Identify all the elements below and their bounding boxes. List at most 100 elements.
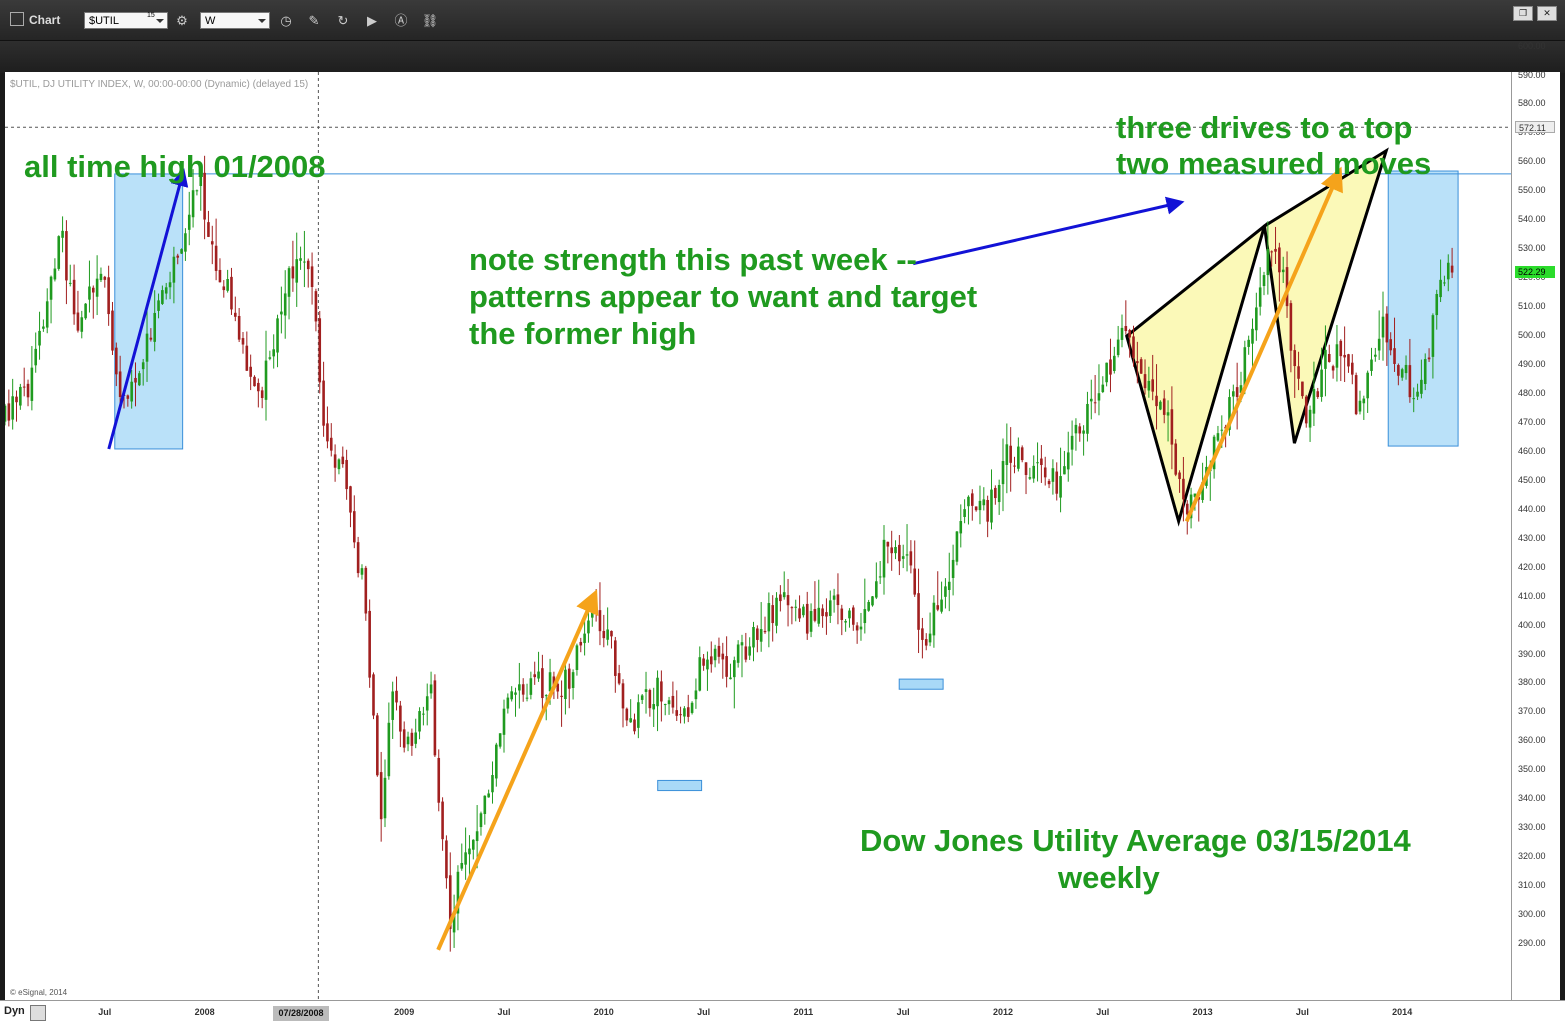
candle-body [45,301,49,328]
candle-body [49,276,53,300]
candle-body [1063,466,1066,475]
annotation-strength-line2: patterns appear to want and target [469,279,978,314]
candle-body [1450,265,1454,273]
candle-body [982,499,986,506]
candle-body [598,610,602,632]
candle-body [1281,269,1285,273]
candle-body [986,499,989,522]
chart-plot-area[interactable]: $UTIL, DJ UTILITY INDEX, W, 00:00-00:00 … [5,72,1511,1000]
candle-body [828,600,832,616]
candle-body [1247,339,1250,347]
candle-body [1366,372,1369,399]
symbol-input[interactable]: $UTIL 15 [84,12,168,29]
candle-body [1020,447,1024,461]
candle-body [314,291,318,322]
candle-body [138,373,141,386]
price-tick-label: 560.00 [1518,156,1546,167]
close-window-icon[interactable]: ✕ [1537,6,1557,21]
candle-body [191,190,195,218]
dyn-toggle-button[interactable] [30,1005,46,1021]
candle-body [107,277,110,315]
play-icon[interactable]: ▶ [367,13,377,28]
candle-body [898,544,901,562]
candle-body [813,608,817,621]
candle-body [207,222,210,237]
candle-body [1297,366,1300,379]
candle-body [479,813,483,828]
candle-body [1051,468,1055,482]
candle-body [1255,307,1258,331]
candle-body [725,656,728,677]
candle-body [483,795,487,815]
candle-body [1262,275,1266,286]
time-axis[interactable]: Dyn Jul 2008 Jul 2009 Jul 2010 Jul 2011 Jul 2012 J… [0,1000,1565,1028]
price-tick-label: 410.00 [1518,590,1546,601]
price-tick-label: 470.00 [1518,416,1546,427]
alert-icon[interactable]: Ⓐ [394,13,408,28]
candle-body [640,695,644,700]
candle-body [947,581,951,590]
candle-body [1185,503,1189,515]
candle-body [287,268,291,297]
candle-body [514,692,517,695]
candle-body [1266,248,1270,276]
candle-body [521,684,525,695]
price-tick-label: 490.00 [1518,359,1546,369]
interval-select[interactable]: W [200,12,270,29]
candle-body [541,668,544,699]
candle-body [237,315,241,340]
candle-body [76,312,80,331]
price-tick-label: 290.00 [1518,938,1546,948]
clock-icon[interactable]: ◷ [280,13,292,28]
candle-body [1393,348,1396,364]
time-tick-label: Jul [1096,1007,1110,1017]
candle-body [1009,445,1012,463]
candle-body [855,625,859,631]
candle-body [1358,400,1362,412]
restore-window-icon[interactable]: ❐ [1513,6,1533,21]
candle-body [548,672,552,692]
candle-body [452,912,456,933]
candle-body [460,862,464,869]
candle-body [871,596,874,606]
price-tick-label: 390.00 [1518,648,1546,659]
candle-body [809,611,813,632]
candle-body [625,708,629,721]
candle-body [859,626,863,630]
refresh-icon[interactable]: ↻ [337,13,349,28]
candle-body [318,318,322,383]
candle-body [1078,426,1082,434]
gear-icon[interactable]: ⚙ [176,13,188,28]
drawing-toolbar: ╱ ─ │ ⩘ ⋰ ⋔ ⋌ ◯ ▭ ◇ △ ≋ ⫽ ◎ ☰ ≡ ⦀ T ⇧ ⇩ … [0,40,1565,109]
price-axis[interactable]: 290.00 300.00 310.00 320.00 330.00 340.00 350.… [1511,41,1560,1000]
candle-body [495,744,498,779]
pencil-icon[interactable]: ✎ [308,13,320,28]
candle-body [798,608,801,619]
candle-body [260,390,264,399]
candle-body [153,312,156,342]
candle-body [863,609,867,624]
candle-body [1066,452,1070,470]
candle-body [337,459,341,470]
candle-body [782,592,786,598]
candle-body [1043,467,1047,478]
candle-body [1089,398,1093,402]
link-icon[interactable]: ⛓ [421,13,439,28]
symbol-value: $UTIL [89,15,119,27]
candle-body [15,396,18,403]
candle-body [26,383,30,398]
candle-body [345,459,348,490]
support-box-2011 [898,678,944,690]
price-tick-label: 500.00 [1518,330,1546,341]
candle-body [118,371,122,398]
candle-body [617,673,621,684]
candle-body [1324,349,1327,369]
candle-body [794,606,798,608]
window-titlebar: Chart $UTIL 15 ⚙ W ◷ ✎ ↻ ▶ Ⓐ ⛓ ❐ ✕ [0,0,1565,40]
candle-body [890,547,893,554]
candle-body [429,684,433,694]
candle-body [1147,380,1151,391]
candle-body [1239,385,1243,393]
candle-body [702,658,705,666]
candle-body [1109,359,1112,375]
